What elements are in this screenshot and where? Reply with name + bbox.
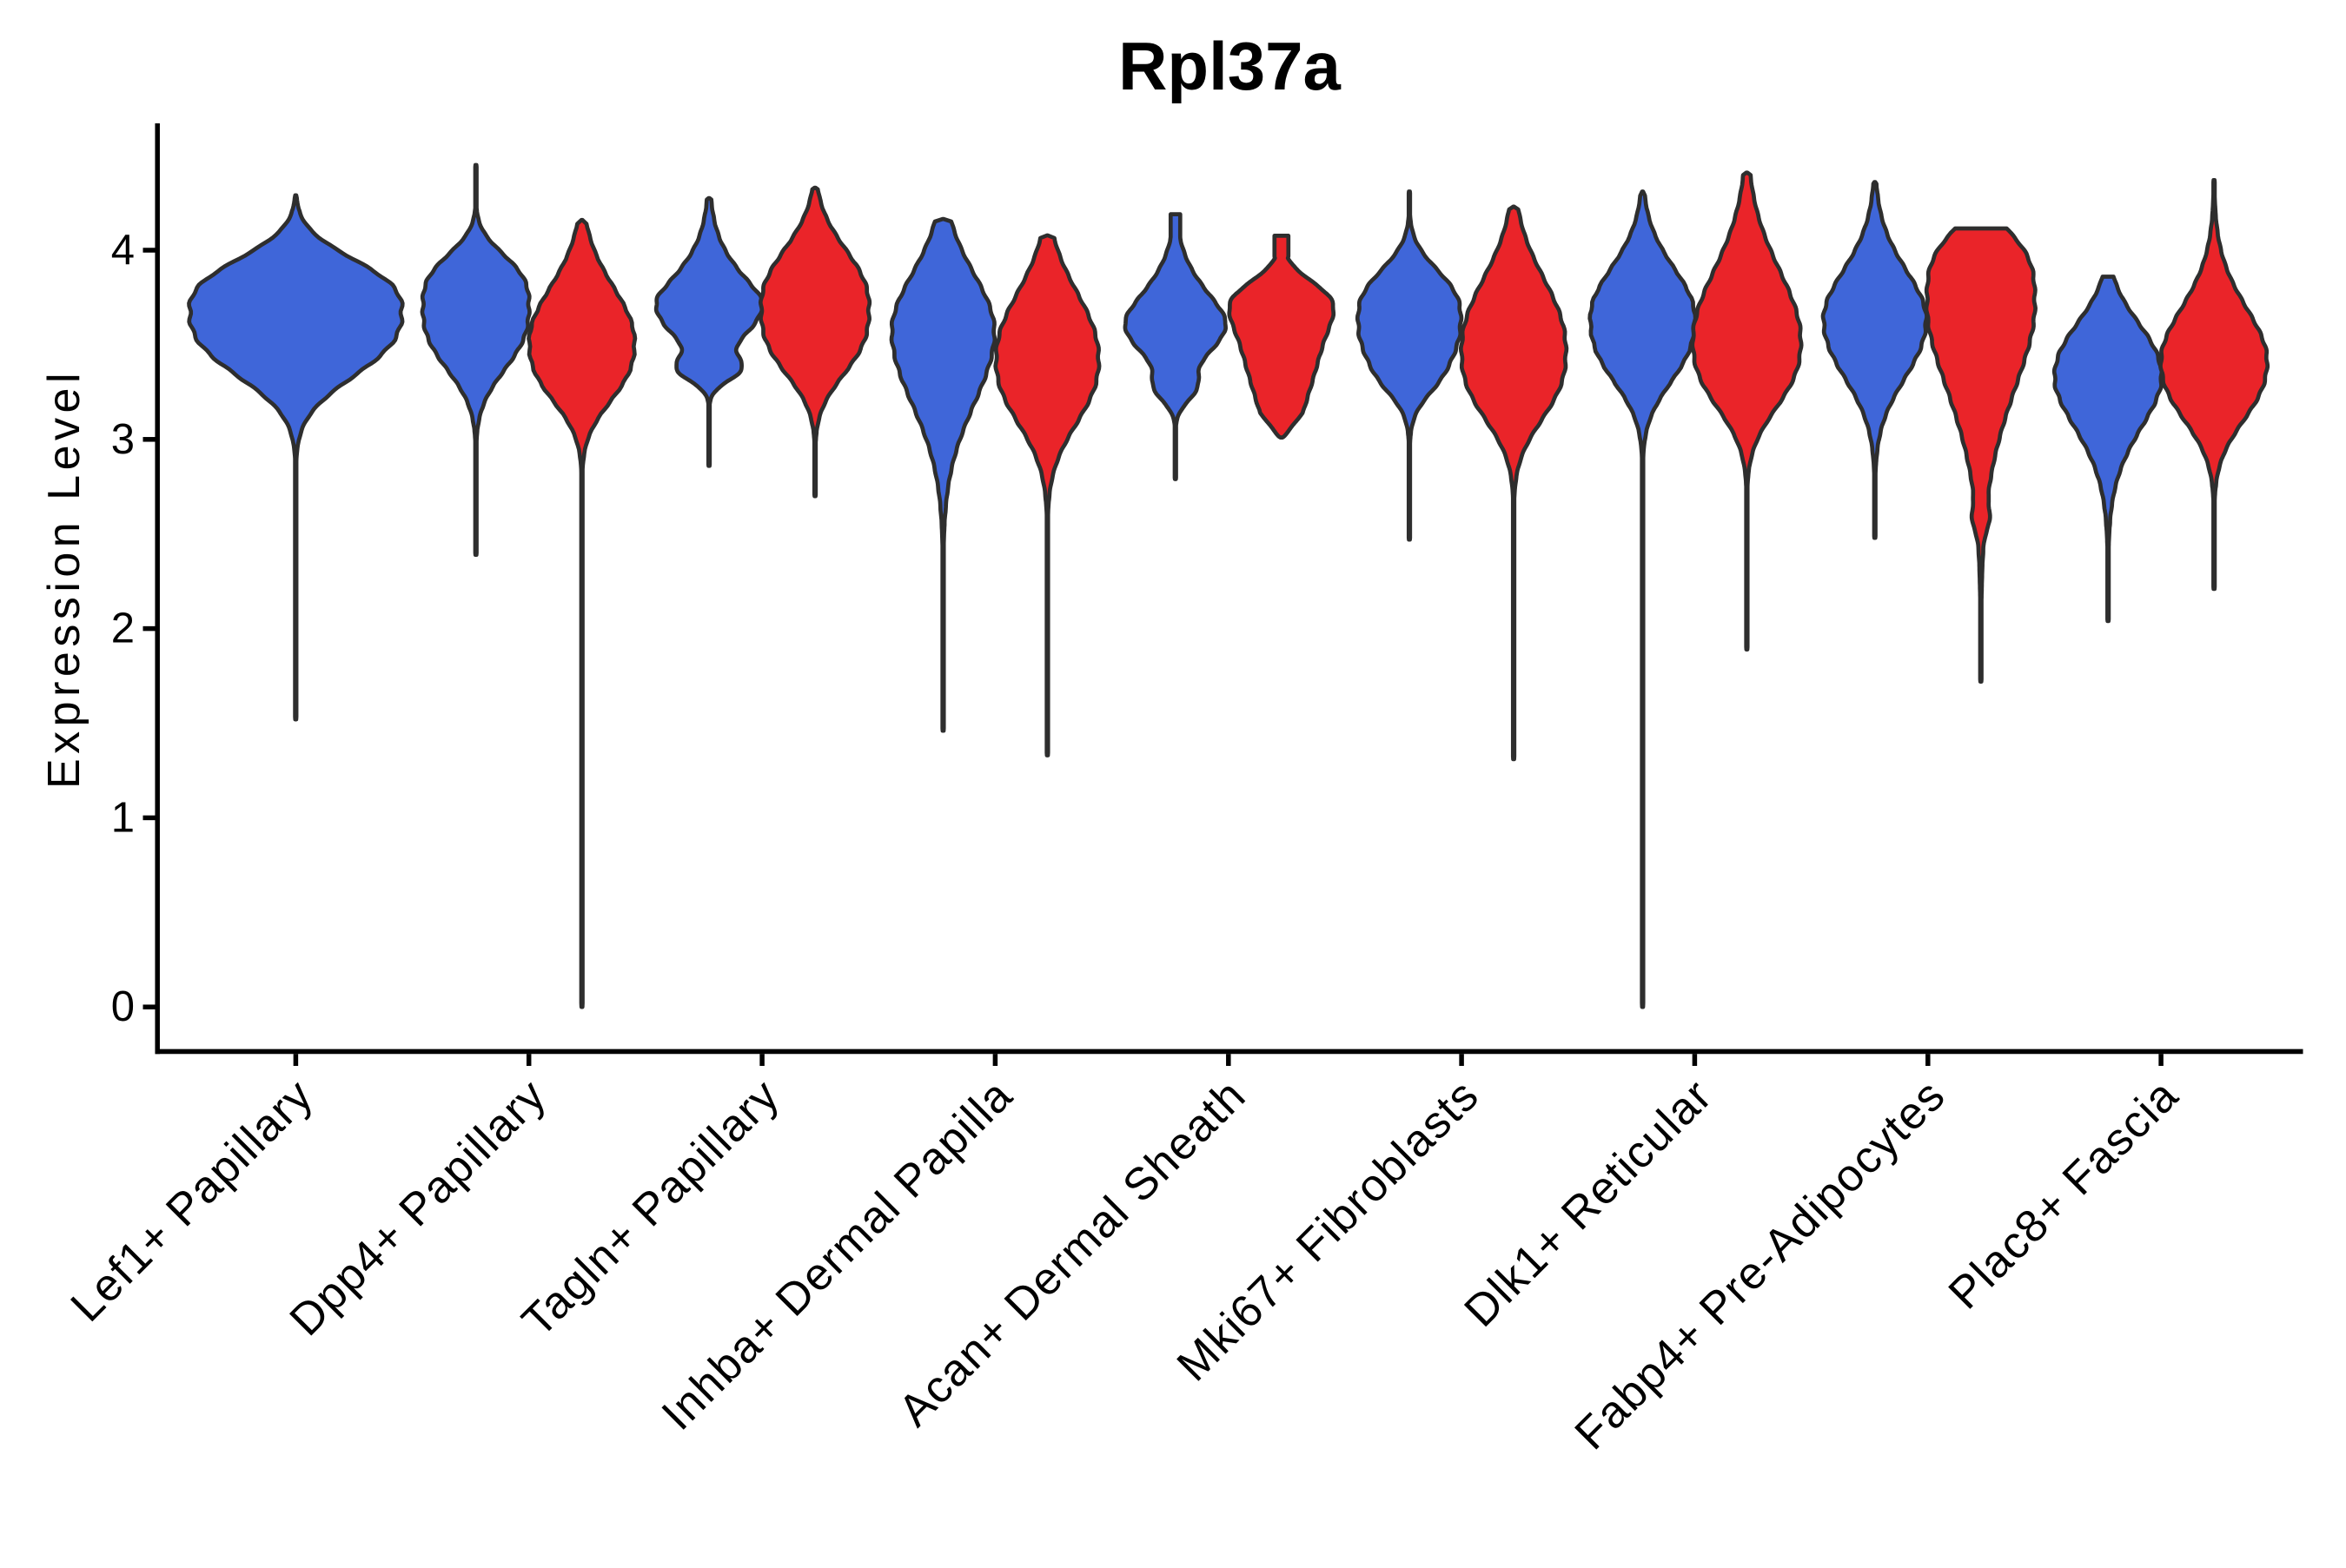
svg-text:Expression Level: Expression Level — [39, 368, 89, 789]
svg-text:0: 0 — [111, 983, 135, 1030]
svg-text:2: 2 — [111, 605, 135, 652]
svg-text:3: 3 — [111, 416, 135, 463]
svg-text:4: 4 — [111, 227, 135, 274]
svg-text:Rpl37a: Rpl37a — [1118, 28, 1341, 104]
svg-text:1: 1 — [111, 794, 135, 841]
